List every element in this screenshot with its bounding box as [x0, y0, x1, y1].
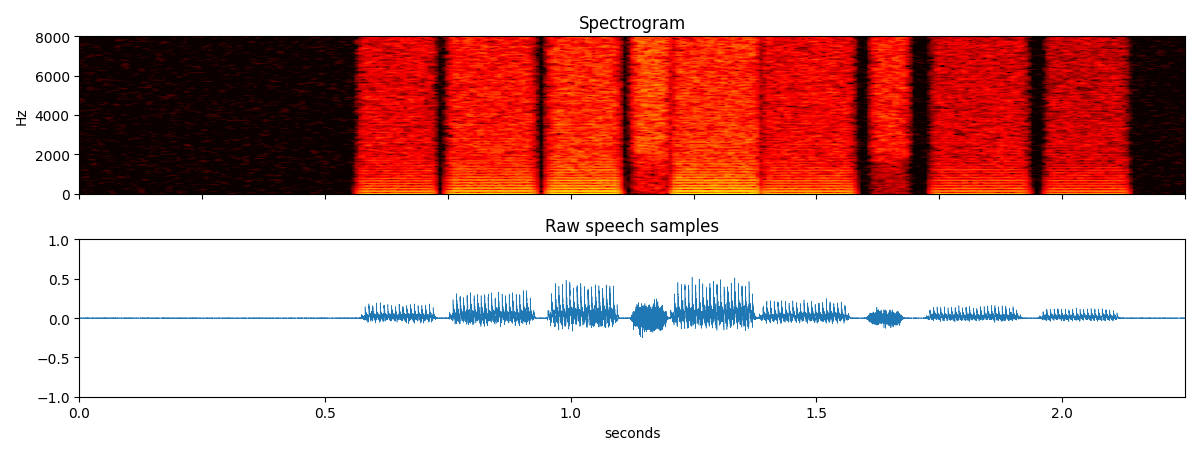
- Title: Raw speech samples: Raw speech samples: [545, 217, 719, 236]
- X-axis label: seconds: seconds: [604, 426, 660, 440]
- Title: Spectrogram: Spectrogram: [578, 15, 686, 33]
- Y-axis label: Hz: Hz: [14, 107, 29, 125]
